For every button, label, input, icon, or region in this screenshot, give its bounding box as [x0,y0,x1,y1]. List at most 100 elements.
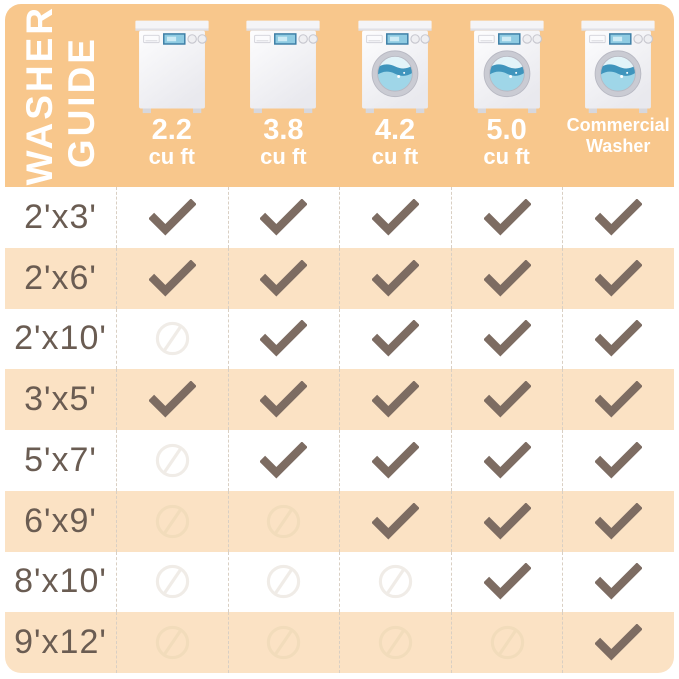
prohibition-icon [155,443,189,478]
prohibition-icon [378,565,413,599]
compatible-cell [562,187,674,248]
compatible-cell [562,551,674,613]
checkmark-icon [483,198,531,236]
checkmark-icon [371,381,419,418]
table-row: 5'x7' [5,430,674,491]
not-compatible-cell [116,551,228,613]
checkmark-icon [371,502,419,540]
column-label: 3.8 cu ft [260,115,306,169]
rug-size-label: 9'x12' [14,623,107,662]
capacity-unit: cu ft [148,144,196,170]
not-compatible-cell [116,612,228,673]
rug-size-label: 2'x10' [14,319,107,358]
header: WASHER GUIDE 2.2 cu ft 3.8 cu ft [5,4,674,187]
not-compatible-cell [227,490,340,552]
checkmark-icon [371,198,419,236]
checkmark-icon [595,624,643,661]
not-compatible-cell [339,612,451,673]
not-compatible-cell [450,612,563,673]
column-header-2-2-cu-ft: 2.2 cu ft [116,4,228,187]
checkmark-icon [483,502,531,540]
capacity-value: 5.0 [486,114,527,146]
capacity-value: 4.2 [374,114,416,146]
top-load-washer-icon [244,17,322,114]
front-load-washer-icon [356,17,434,114]
prohibition-icon [155,565,189,599]
prohibition-icon [155,322,189,356]
rug-size-label: 8'x10' [14,562,107,601]
checkmark-icon [148,259,196,297]
not-compatible-cell [116,490,228,552]
table-row: 2'x6' [5,247,674,309]
table-row: 2'x3' [5,187,674,248]
compatible-cell [450,369,563,430]
capacity-unit: cu ft [371,144,419,170]
capacity-unit: cu ft [483,144,530,170]
compatible-cell [450,430,563,491]
prohibition-icon [378,625,413,660]
front-load-washer-icon [579,17,657,114]
compatible-cell [227,308,340,370]
front-load-washer-icon [468,17,546,114]
checkmark-icon [483,259,531,297]
column-header-4-2-cu-ft: 4.2 cu ft [339,4,451,187]
compatible-cell [339,308,451,370]
not-compatible-cell [116,430,228,491]
checkmark-icon [595,441,643,479]
checkmark-icon [483,381,531,418]
compatible-cell [450,308,563,370]
table-row: 8'x10' [5,551,674,613]
washer-guide-card: WASHER GUIDE 2.2 cu ft 3.8 cu ft [5,4,674,673]
not-compatible-cell [227,551,340,613]
prohibition-icon [267,625,301,660]
compatible-cell [339,369,451,430]
compatible-cell [339,187,451,248]
checkmark-icon [483,320,531,357]
not-compatible-cell [339,551,451,613]
column-label: 5.0 cu ft [483,115,529,169]
column-header-3-8-cu-ft: 3.8 cu ft [228,4,340,187]
compatible-cell [450,551,563,613]
checkmark-icon [595,502,643,540]
compatible-cell [116,187,228,248]
checkmark-icon [260,198,308,236]
column-label: 2.2 cu ft [149,115,195,169]
rug-size-label: 5'x7' [24,440,97,479]
checkmark-icon [595,198,643,236]
column-label: 4.2 cu ft [372,115,418,169]
compatible-cell [116,247,228,309]
compatible-cell [450,490,563,552]
checkmark-icon [148,198,196,236]
compatible-cell [562,430,674,491]
compatible-cell [227,247,340,309]
rug-size-label: 6'x9' [24,501,97,540]
prohibition-icon [267,504,301,538]
compatibility-table: 2'x3' 2'x6' 2'x10' [5,187,674,673]
capacity-value: Commercial [566,115,670,135]
compatible-cell [339,247,451,309]
rug-size-label: 2'x6' [24,258,97,297]
compatible-cell [450,247,563,309]
checkmark-icon [483,441,531,479]
checkmark-icon [260,381,308,418]
table-row: 2'x10' [5,308,674,370]
checkmark-icon [483,563,531,600]
checkmark-icon [148,381,196,418]
title-word-guide: GUIDE [61,36,102,169]
capacity-value: 3.8 [263,114,304,146]
compatible-cell [450,187,563,248]
capacity-unit: Washer [585,135,651,156]
capacity-unit: cu ft [260,144,307,170]
checkmark-icon [260,259,308,297]
checkmark-icon [371,320,419,357]
title-word-washer: WASHER [19,5,60,186]
checkmark-icon [595,259,643,297]
prohibition-icon [267,565,301,599]
compatible-cell [227,369,340,430]
compatible-cell [562,612,674,673]
table-row: 6'x9' [5,490,674,552]
compatible-cell [562,308,674,370]
compatible-cell [562,369,674,430]
prohibition-icon [155,625,189,660]
